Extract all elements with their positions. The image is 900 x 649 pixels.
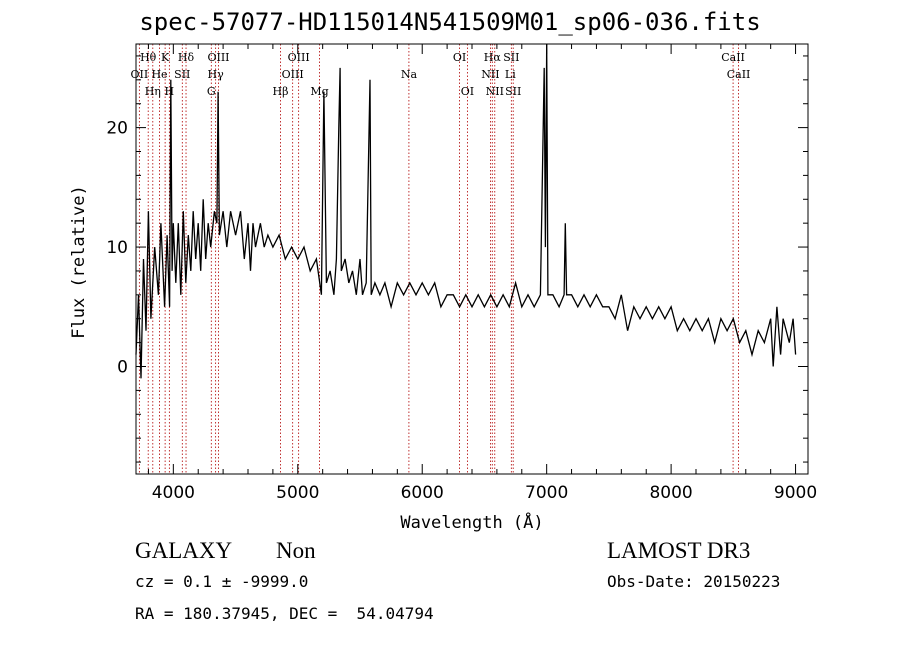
emission-line-label: Hγ <box>208 68 225 81</box>
x-tick-label: 8000 <box>649 483 692 503</box>
y-tick-label: 20 <box>106 119 128 139</box>
emission-line-label: OIII <box>207 51 229 64</box>
emission-line-labels: OII Hθ Hη He K H Hδ SII OIII Hγ G Hβ OIII OIII Mg Na OI O… <box>131 51 751 98</box>
coordinates-line: RA = 180.37945, DEC = 54.04794 <box>135 604 434 623</box>
emission-line-label: OIII <box>288 51 310 64</box>
chart-title: spec-57077-HD115014N541509M01_sp06-036.f… <box>139 8 761 36</box>
emission-line-label: Li <box>505 68 516 81</box>
x-tick-label: 9000 <box>774 483 817 503</box>
emission-line-label: Hθ <box>140 51 157 64</box>
x-axis: 4000 5000 6000 7000 8000 9000 <box>147 44 817 503</box>
emission-line-label: K <box>161 51 170 64</box>
y-axis: 0 10 20 <box>106 55 808 463</box>
x-tick-label: 4000 <box>152 483 195 503</box>
emission-line-label: SII <box>503 51 519 64</box>
x-tick-label: 6000 <box>401 483 444 503</box>
redshift-line: cz = 0.1 ± -9999.0 <box>135 572 309 591</box>
emission-line-label: Hδ <box>178 51 195 64</box>
object-subclass: Non <box>276 538 316 563</box>
emission-line-label: NII <box>486 85 504 98</box>
emission-line-label: SII <box>505 85 521 98</box>
x-tick-label: 5000 <box>276 483 319 503</box>
object-class: GALAXY <box>135 538 233 563</box>
survey-name: LAMOST DR3 <box>607 538 751 563</box>
emission-line-label: He <box>151 68 167 81</box>
emission-line-label: Hβ <box>273 85 289 98</box>
emission-line-label: NII <box>481 68 499 81</box>
emission-line-label: Mg <box>310 85 328 98</box>
obs-date: Obs-Date: 20150223 <box>607 572 781 591</box>
emission-line-label: Hη <box>145 85 161 98</box>
emission-line-label: H <box>165 85 175 98</box>
emission-line-label: Na <box>401 68 418 81</box>
emission-line-markers <box>138 44 739 474</box>
emission-line-label: OI <box>461 85 474 98</box>
x-tick-label: 7000 <box>525 483 568 503</box>
emission-line-label: Hα <box>484 51 502 64</box>
y-tick-label: 10 <box>106 238 128 258</box>
y-axis-label: Flux (relative) <box>69 185 89 339</box>
emission-line-label: CaII <box>727 68 751 81</box>
y-tick-label: 0 <box>117 358 128 378</box>
x-axis-label: Wavelength (Å) <box>400 511 543 533</box>
emission-line-label: OII <box>131 68 149 81</box>
emission-line-label: OIII <box>282 68 304 81</box>
plot-frame <box>135 43 809 475</box>
emission-line-label: G <box>207 85 216 98</box>
emission-line-label: OI <box>453 51 466 64</box>
emission-line-label: SII <box>174 68 190 81</box>
emission-line-label: CaII <box>721 51 745 64</box>
spectrum-series-line <box>135 43 797 379</box>
